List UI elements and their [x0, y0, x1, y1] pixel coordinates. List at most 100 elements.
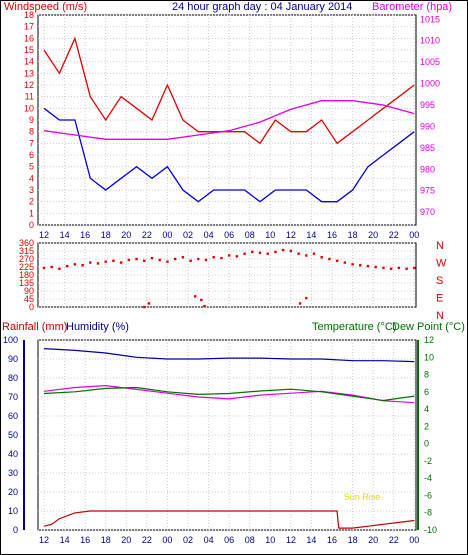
barometer-tick-labels: 970 975 980 985 990 995 1000 1005 1010 1015: [420, 14, 440, 217]
temperature-tick-label: -8: [424, 508, 432, 518]
compass-label: W: [436, 258, 447, 270]
windspeed-tick-label: 16: [24, 33, 34, 43]
direction-point: [320, 256, 323, 259]
compass-label: S: [436, 275, 443, 287]
temperature-tick-label: 2: [424, 421, 429, 431]
direction-point: [389, 267, 393, 270]
windspeed-tick-label: 5: [29, 162, 34, 172]
direction-point: [351, 263, 354, 266]
chart-title: 24 hour graph day : 04 January 2014: [172, 1, 352, 13]
x-tick-label: 16: [327, 230, 337, 240]
direction-point: [158, 258, 161, 262]
windspeed-tick-label: 8: [29, 127, 34, 137]
barometer-tick-label: 985: [420, 143, 435, 153]
x-tick-label: 20: [121, 230, 131, 240]
temperature-tick-label: 12: [424, 335, 434, 345]
windspeed-tick-label: 6: [29, 150, 34, 160]
barometer-tick-label: 975: [420, 186, 435, 196]
windspeed-tick-label: 0: [29, 220, 34, 230]
direction-point: [181, 256, 185, 259]
humidity-tick-label: 100: [3, 335, 18, 345]
sunrise-annotation: Sun Rise: [344, 492, 381, 502]
barometer-tick-label: 995: [420, 100, 435, 110]
direction-tick-label: 315: [19, 246, 34, 256]
x-tick-label: 00: [162, 230, 172, 240]
direction-point: [397, 266, 401, 270]
temperature-tick-label: -4: [424, 473, 432, 483]
temperature-tick-label: 0: [424, 439, 429, 449]
humidity-tick-label: 0: [13, 525, 18, 535]
temperature-axis-title: Temperature (°C): [312, 321, 396, 333]
direction-tick-label: 45: [24, 294, 34, 304]
direction-point: [251, 250, 254, 254]
windspeed-tick-label: 11: [25, 92, 34, 102]
temperature-tick-label: -10: [424, 525, 437, 535]
x-tick-label: 22: [142, 230, 152, 240]
direction-point: [189, 259, 192, 262]
direction-tick-label: 90: [24, 286, 34, 296]
x-tick-label: 18: [348, 230, 358, 240]
x-tick-label: 10: [265, 535, 275, 545]
x-tick-label: 12: [286, 535, 296, 545]
direction-point: [305, 254, 308, 257]
temperature-line: [43, 386, 415, 402]
x-tick-label: 16: [327, 535, 337, 545]
windspeed-tick-label: 9: [29, 115, 34, 125]
humidity-tick-label: 80: [8, 373, 18, 383]
rain-humidity-tick-labels: 0 10 20 30 40 50 60 70 80 90 100: [3, 335, 25, 535]
x-tick-label: 00: [162, 535, 172, 545]
direction-point: [343, 261, 347, 264]
barometer-tick-label: 1015: [420, 14, 440, 24]
x-tick-label: 16: [80, 535, 90, 545]
x-tick-label: 18: [348, 535, 358, 545]
x-tick-label: 08: [245, 230, 255, 240]
temperature-tick-labels: -10 -8 -6 -4 -2 0 2 4 6 8 10 12: [417, 335, 437, 535]
direction-point: [405, 267, 408, 270]
windspeed-tick-label: 17: [24, 22, 34, 32]
direction-point: [81, 264, 84, 267]
humidity-tick-label: 90: [8, 354, 18, 364]
humidity-line: [43, 384, 415, 404]
x-tick-label: 14: [60, 230, 70, 240]
direction-point: [235, 255, 239, 258]
windspeed-tick-label: 3: [29, 185, 34, 195]
windspeed-axis-title: Windspeed (m/s): [4, 1, 87, 13]
wind-series: [43, 36, 415, 203]
direction-point: [258, 251, 262, 254]
climate-x-tick-labels: 12 14 16 18 20 22 00 02 04 06 08 10 12 14 16 18 20 22 00: [39, 535, 419, 545]
x-tick-label: 08: [245, 535, 255, 545]
barometer-line: [43, 100, 415, 140]
barometer-tick-label: 1005: [420, 57, 440, 67]
windspeed-tick-label: 14: [24, 57, 34, 67]
direction-point: [58, 267, 61, 270]
direction-point: [73, 263, 77, 266]
direction-tick-label: 225: [19, 262, 34, 272]
x-tick-label: 06: [224, 230, 234, 240]
direction-point: [220, 256, 223, 260]
rainfall-line: [43, 510, 415, 529]
temperature-tick-label: -2: [424, 456, 432, 466]
rainfall-axis-title: Rainfall (mm): [2, 321, 67, 333]
direction-outlier-point: [298, 302, 302, 305]
direction-point: [65, 264, 69, 268]
humidity-tick-label: 40: [8, 449, 18, 459]
direction-point: [335, 259, 339, 262]
x-tick-label: 00: [409, 535, 419, 545]
direction-tick-label: 180: [19, 270, 34, 280]
compass-label: N: [436, 240, 444, 252]
wind-average-line: [43, 107, 415, 203]
direction-point: [328, 257, 331, 261]
direction-gridlines: [38, 242, 416, 308]
climate-series: [43, 348, 415, 529]
direction-point: [281, 248, 285, 252]
x-tick-label: 00: [409, 230, 419, 240]
barometer-axis-title: Barometer (hpa): [372, 1, 452, 13]
direction-point: [135, 257, 138, 261]
x-tick-label: 14: [306, 230, 316, 240]
x-tick-label: 06: [224, 535, 234, 545]
x-tick-label: 22: [389, 535, 399, 545]
temperature-tick-label: 4: [424, 404, 429, 414]
